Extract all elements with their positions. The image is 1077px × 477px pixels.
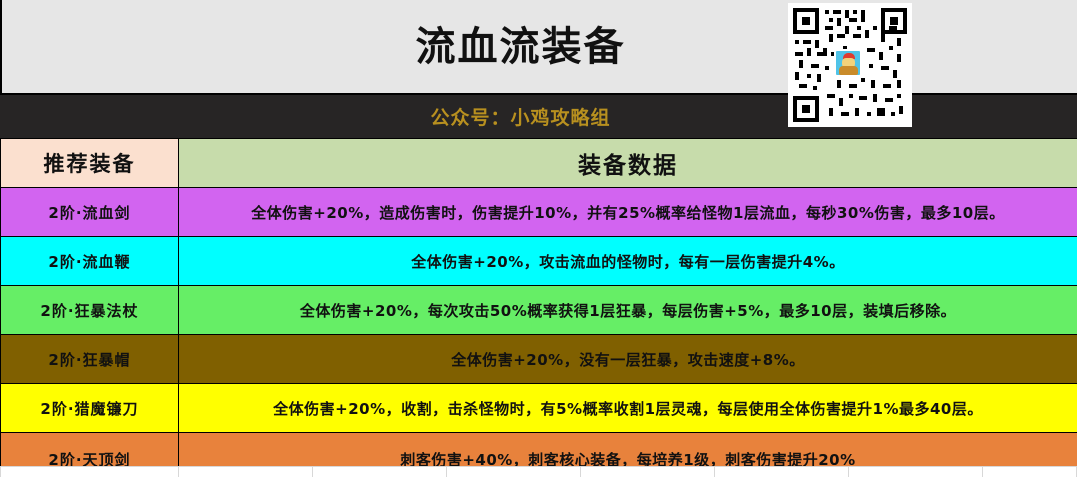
gear-name-cell: 2阶·猎魔镰刀 [0, 383, 179, 433]
page-title: 流血流装备 [415, 22, 626, 70]
qr-code-icon[interactable] [788, 3, 912, 127]
table-row[interactable]: 2阶·流血鞭 全体伤害+20%，攻击流血的怪物时，每有一层伤害提升4%。 [0, 236, 1077, 286]
gear-data-cell: 全体伤害+20%，每次攻击50%概率获得1层狂暴，每层伤害+5%，最多10层，装… [178, 285, 1077, 335]
gear-name-cell: 2阶·狂暴法杖 [0, 285, 179, 335]
avatar-body [839, 66, 858, 75]
gear-data-cell: 全体伤害+20%，没有一层狂暴，攻击速度+8%。 [178, 334, 1077, 384]
spreadsheet-grid-hint [0, 466, 1077, 477]
qr-code-canvas [793, 8, 907, 122]
avatar-face [842, 58, 855, 68]
table-row[interactable]: 2阶·猎魔镰刀 全体伤害+20%，收割，击杀怪物时，有5%概率收割1层灵魂，每层… [0, 383, 1077, 433]
qr-finder-bottomleft-icon [793, 96, 819, 122]
gear-data-cell: 全体伤害+20%，攻击流血的怪物时，每有一层伤害提升4%。 [178, 236, 1077, 286]
column-header-gear-data: 装备数据 [178, 138, 1077, 188]
qr-finder-topright-icon [881, 8, 907, 34]
table-header-row: 推荐装备 装备数据 [0, 138, 1077, 188]
gear-name-cell: 2阶·流血剑 [0, 187, 179, 237]
title-band: 流血流装备 [0, 0, 1077, 95]
gear-data-cell: 全体伤害+20%，造成伤害时，伤害提升10%，并有25%概率给怪物1层流血，每秒… [178, 187, 1077, 237]
column-header-gear-name: 推荐装备 [0, 138, 179, 188]
table-row[interactable]: 2阶·狂暴帽 全体伤害+20%，没有一层狂暴，攻击速度+8%。 [0, 334, 1077, 384]
official-account-label: 公众号：小鸡攻略组 [430, 107, 611, 129]
title-left-border [0, 0, 2, 95]
gear-name-cell: 2阶·流血鞭 [0, 236, 179, 286]
gear-table: 推荐装备 装备数据 2阶·流血剑 全体伤害+20%，造成伤害时，伤害提升10%，… [0, 138, 1077, 477]
qr-finder-topleft-icon [793, 8, 819, 34]
subtitle-band: 公众号：小鸡攻略组 [0, 95, 1077, 138]
gear-data-cell: 全体伤害+20%，收割，击杀怪物时，有5%概率收割1层灵魂，每层使用全体伤害提升… [178, 383, 1077, 433]
table-row[interactable]: 2阶·狂暴法杖 全体伤害+20%，每次攻击50%概率获得1层狂暴，每层伤害+5%… [0, 285, 1077, 335]
avatar-hat [843, 53, 855, 59]
gear-name-cell: 2阶·狂暴帽 [0, 334, 179, 384]
chick-avatar-icon [834, 49, 862, 77]
table-row[interactable]: 2阶·流血剑 全体伤害+20%，造成伤害时，伤害提升10%，并有25%概率给怪物… [0, 187, 1077, 237]
